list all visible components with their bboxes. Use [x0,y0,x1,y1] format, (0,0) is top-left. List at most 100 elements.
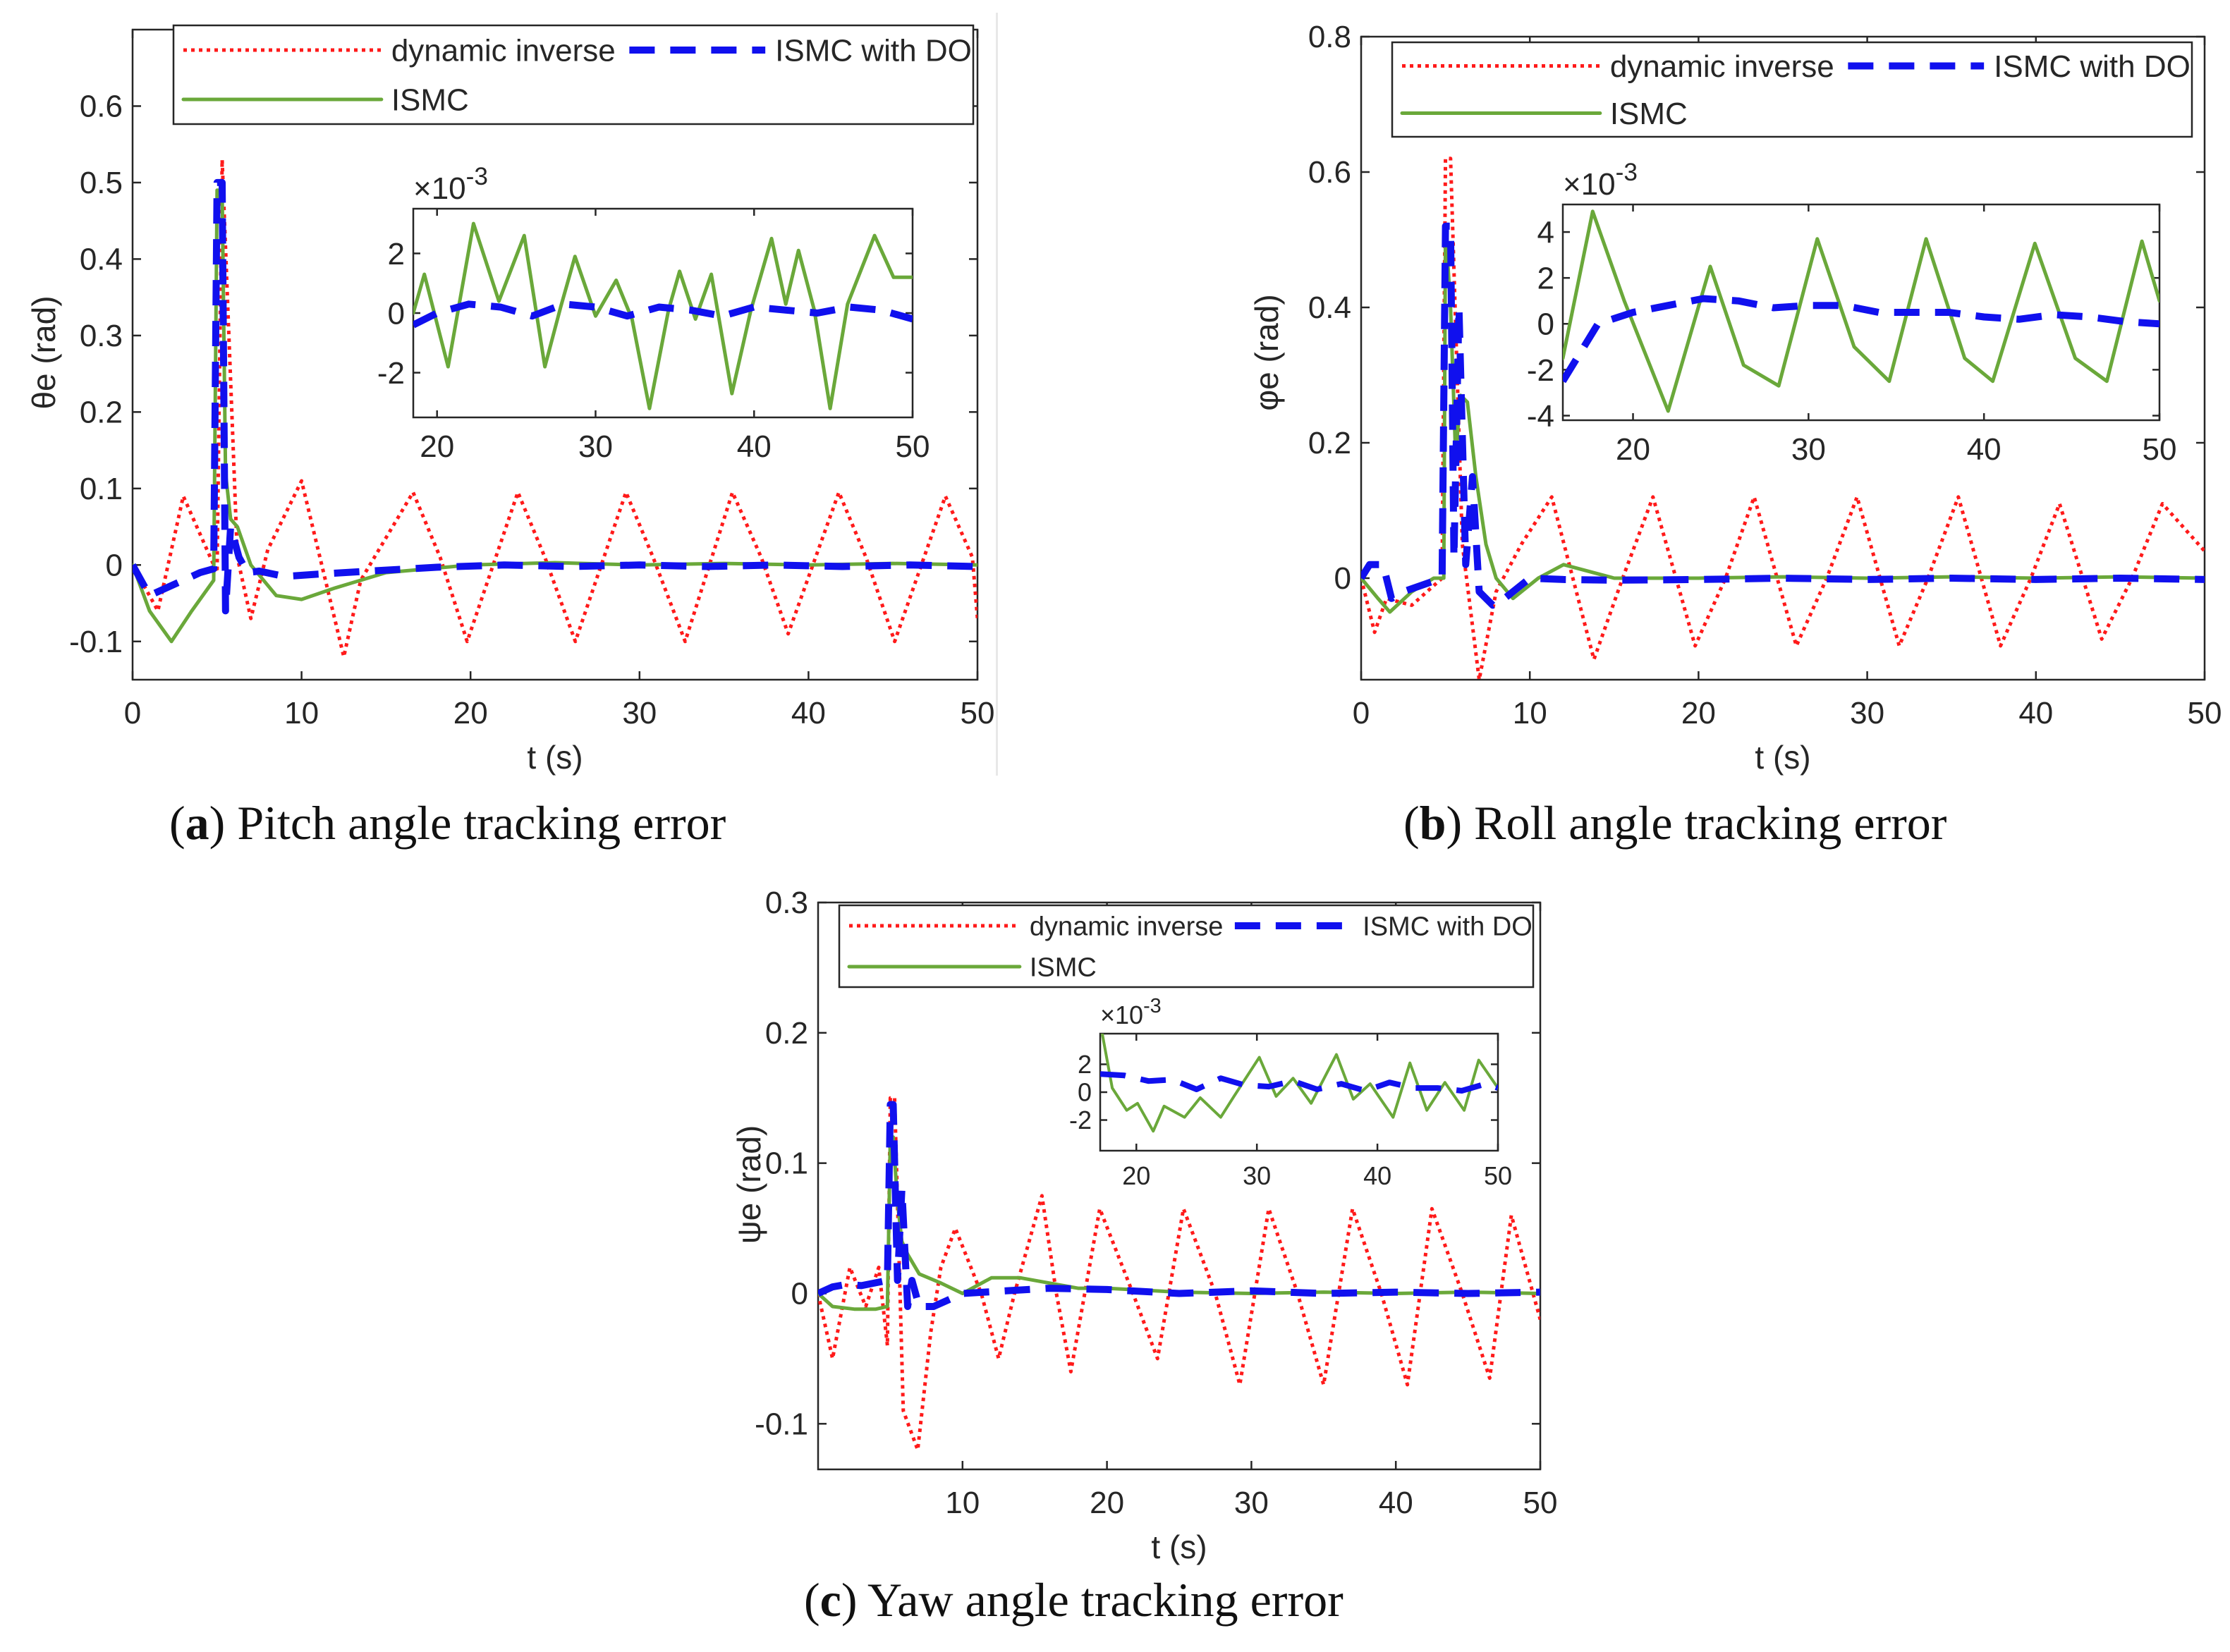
series-dynamic-inverse [1361,157,2205,680]
legend-label: ISMC [391,82,469,117]
y-axis-label: θe (rad) [25,295,62,409]
y-tick-label: 0 [106,548,123,582]
caption-letter: a [185,796,209,850]
legend-box [1391,41,2193,138]
inset: 20 30 40 50 -202 ×10-3 [1069,995,1512,1190]
x-axis-label: t (s) [1755,739,1810,776]
x-axis-label: t (s) [1151,1529,1207,1565]
inset-x-tick-label: 30 [1243,1161,1271,1190]
x-tick-label: 50 [961,696,995,730]
x-tick-label: 20 [453,696,488,730]
y-tick-label: 0.1 [765,1146,808,1181]
inset-x-tick-label: 20 [420,429,454,464]
y-tick-label: -0.1 [755,1407,808,1441]
y-tick-label: 0.6 [80,89,123,123]
legend: dynamic inverse ISMC with DO ISMC [172,24,975,126]
x-tick-label: 10 [1513,696,1547,730]
caption-roll: (b) Roll angle tracking error [1403,796,1947,850]
inset-series-ismc-with-do [1100,1071,1498,1094]
inset-y-tick-label: 0 [1078,1078,1092,1107]
x-tick-label: 40 [2018,696,2053,730]
legend-label: dynamic inverse [391,33,616,68]
inset-series-ismc-with-do [413,300,913,329]
y-tick-label: 0.3 [80,319,123,353]
y-tick-label: 0.1 [80,472,123,506]
inset-y-tick-label: -4 [1527,399,1554,434]
y-tick-label: 0.8 [1308,20,1351,54]
inset-plot-area [412,207,914,419]
plot-area [817,901,1542,1471]
legend: dynamic inverse ISMC with DO ISMC [838,904,1535,989]
inset-exponent-label: ×10-3 [413,163,488,206]
inset-y-tick-label: -2 [377,356,405,391]
legend-label: ISMC [1610,97,1688,131]
y-tick-label: 0.4 [1308,290,1351,325]
series-ismc-with-do [133,178,977,615]
inset-x-tick-label: 50 [2143,432,2177,467]
inset-x-tick-label: 50 [1484,1161,1512,1190]
x-tick-label: 30 [1234,1486,1269,1520]
inset-x-tick-label: 40 [737,429,772,464]
inset: 20 30 40 50 -2 0 2×10-3 [377,163,930,464]
y-tick-label: 0.4 [80,242,123,276]
caption-pitch: (a) Pitch angle tracking error [169,796,726,850]
legend: dynamic inverse ISMC with DO ISMC [1391,41,2193,138]
inset-plot-area [1099,1032,1499,1152]
legend-box [172,24,975,126]
legend-box [838,904,1535,989]
inset-y-tick-label: -2 [1527,353,1554,388]
x-tick-label: 10 [284,696,319,730]
legend-label: ISMC with DO [1994,49,2191,84]
inset-exponent-label: ×10-3 [1100,995,1162,1029]
y-tick-label: 0.3 [765,886,808,920]
chart-yaw: 10 20 30 40 50-0.100.10.20.3t (s)ψe (rad)dyn… [731,886,1557,1565]
legend-label: ISMC with DO [775,33,972,68]
legend-label: ISMC [1030,953,1097,982]
x-tick-label: 50 [2188,696,2222,730]
inset-x-tick-label: 20 [1122,1161,1150,1190]
legend-label: dynamic inverse [1610,49,1834,84]
x-tick-label: 40 [791,696,826,730]
inset-y-tick-label: -2 [1069,1106,1092,1134]
inset-x-tick-label: 40 [1363,1161,1391,1190]
series-ismc-with-do [1361,222,2205,609]
caption-letter: b [1419,796,1446,850]
inset-series-ismc [1100,1034,1498,1133]
caption-yaw: (c) Yaw angle tracking error [804,1573,1344,1627]
series-ismc [1361,224,2205,614]
x-axis-label: t (s) [527,739,583,776]
series-ismc-with-do [818,1101,1540,1310]
y-tick-label: 0.2 [1308,426,1351,460]
x-tick-label: 50 [1523,1486,1558,1520]
series-dynamic-inverse [133,157,977,659]
inset-y-tick-label: 0 [1537,307,1554,342]
inset-y-tick-label: 0 [388,296,405,331]
x-tick-label: 20 [1681,696,1716,730]
inset-y-tick-label: 2 [1078,1050,1092,1079]
inset-x-tick-label: 40 [1967,432,2001,467]
y-tick-label: 0.2 [765,1016,808,1051]
inset-x-tick-label: 30 [1791,432,1826,467]
y-tick-label: 0.6 [1308,155,1351,190]
inset-x-tick-label: 30 [578,429,613,464]
x-tick-label: 40 [1379,1486,1413,1520]
inset-y-tick-label: 2 [388,237,405,271]
caption-letter: c [820,1573,841,1627]
y-tick-label: 0 [791,1276,808,1311]
x-tick-label: 10 [945,1486,980,1520]
inset-x-tick-label: 20 [1616,432,1650,467]
inset-series-ismc [1563,209,2159,413]
inset-exponent-label: ×10-3 [1563,159,1638,202]
panel-separator [996,13,998,776]
x-tick-label: 0 [1353,696,1370,730]
inset-series-ismc [413,221,913,410]
x-tick-label: 20 [1090,1486,1124,1520]
x-tick-label: 30 [622,696,657,730]
x-tick-label: 30 [1850,696,1884,730]
y-tick-label: 0.2 [80,395,123,429]
legend-label: ISMC with DO [1363,912,1533,941]
y-tick-label: 0 [1334,561,1351,596]
y-tick-label: 0.5 [80,166,123,200]
inset-x-tick-label: 50 [896,429,930,464]
